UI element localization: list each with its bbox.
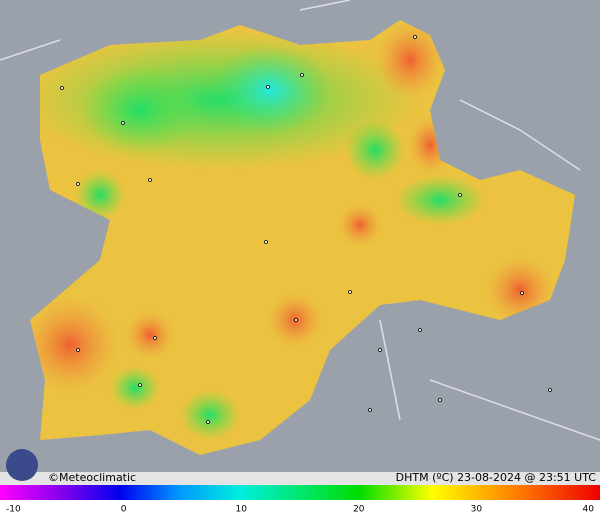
scale-label: 40 xyxy=(583,505,595,515)
scale-label: -10 xyxy=(6,505,21,515)
borders xyxy=(0,0,600,441)
scale-label: 0 xyxy=(121,505,127,515)
scale-label: 10 xyxy=(235,505,247,515)
scale-label: 30 xyxy=(471,505,483,515)
scale-labels: -10 0 10 20 30 40 xyxy=(6,505,594,515)
stations xyxy=(60,35,552,424)
caption-bar xyxy=(0,472,600,485)
color-scale xyxy=(0,485,600,500)
logo xyxy=(6,449,38,481)
scale-label: 20 xyxy=(353,505,365,515)
credit: ©Meteoclimatic xyxy=(48,471,136,484)
caption: DHTM (ºC) 23-08-2024 @ 23:51 UTC xyxy=(396,471,597,484)
